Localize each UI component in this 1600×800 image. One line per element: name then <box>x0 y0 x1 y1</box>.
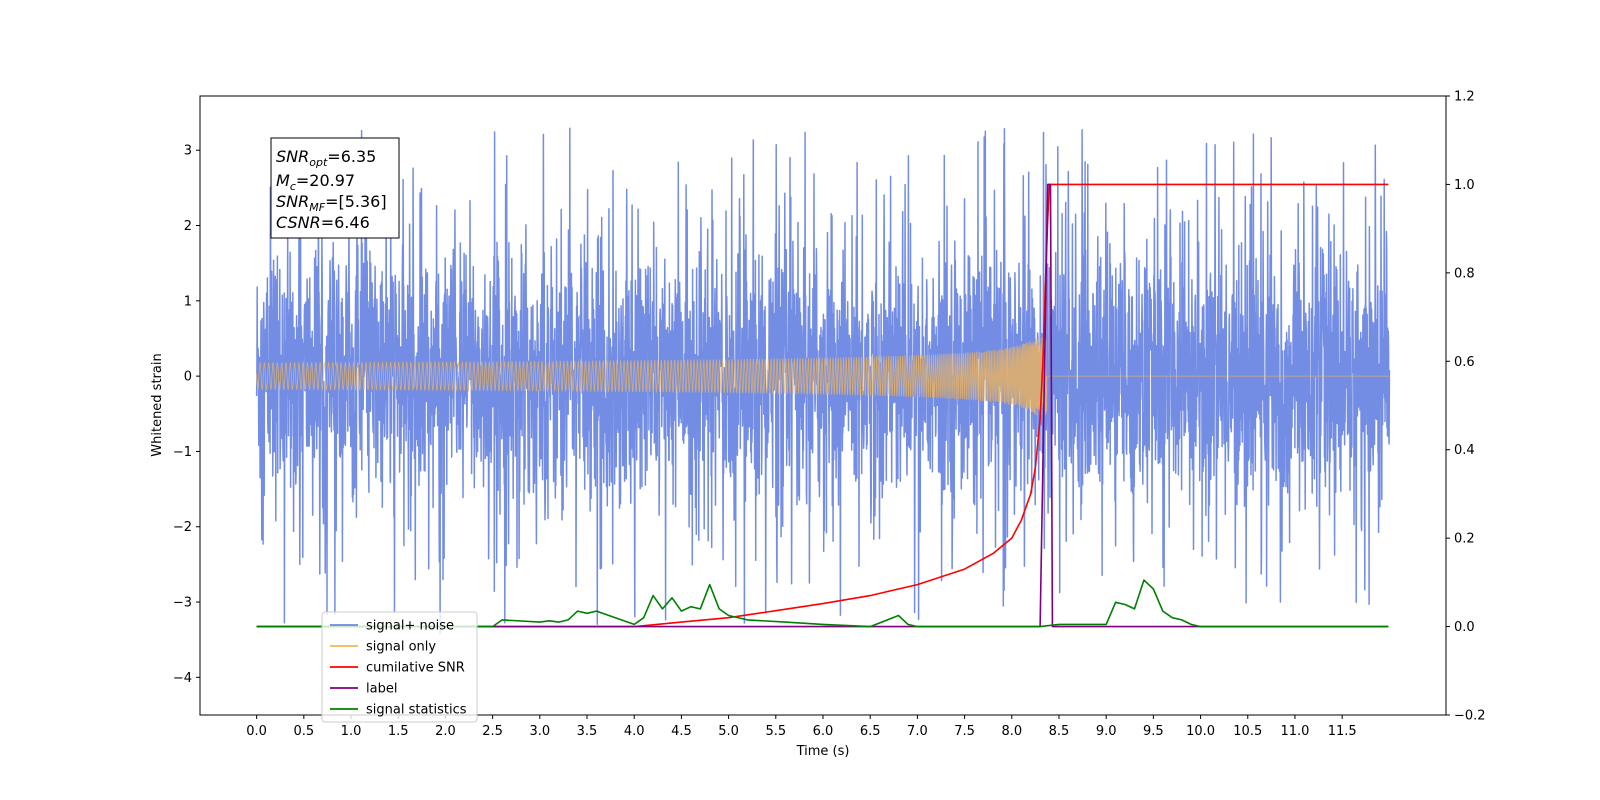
x-tick-label: 2.0 <box>435 724 456 739</box>
legend-entry: label <box>366 682 397 697</box>
y2-tick-label: 1.2 <box>1454 90 1475 105</box>
legend-entry: signal statistics <box>366 703 467 718</box>
x-tick-label: 5.0 <box>718 724 739 739</box>
x-tick-label: 10.0 <box>1186 724 1215 739</box>
x-axis-label: Time (s) <box>796 744 850 759</box>
y2-tick-label: 0.6 <box>1454 355 1475 370</box>
x-tick-label: 0.5 <box>293 724 314 739</box>
x-tick-label: 7.5 <box>954 724 975 739</box>
y-tick-label: −4 <box>173 671 192 686</box>
series-signal-only <box>256 336 1390 416</box>
x-tick-label: 6.5 <box>860 724 881 739</box>
y-axis-label: Whitened strain <box>150 353 165 456</box>
mc-line: Mc=20.97 <box>276 171 355 193</box>
snr-annotation-box: SNRopt=6.35 Mc=20.97 SNRMF=[5.36] CSNR=6… <box>270 137 400 239</box>
x-tick-label: 8.5 <box>1049 724 1070 739</box>
x-tick-label: 0.0 <box>246 724 267 739</box>
legend-entry: signal+ noise <box>366 619 454 634</box>
x-tick-label: 1.0 <box>341 724 362 739</box>
x-tick-label: 11.5 <box>1328 724 1357 739</box>
x-tick-label: 3.5 <box>577 724 598 739</box>
y-tick-label: 1 <box>184 294 192 309</box>
y-tick-label: −3 <box>173 596 192 611</box>
x-tick-label: 3.0 <box>529 724 550 739</box>
series-signal-noise <box>255 127 1391 635</box>
x-tick-label: 10.5 <box>1233 724 1262 739</box>
x-tick-label: 6.0 <box>813 724 834 739</box>
y2-tick-label: 0.8 <box>1454 266 1475 281</box>
y-tick-label: 3 <box>184 144 192 159</box>
series-signal-statistics <box>256 579 1389 628</box>
x-tick-label: 1.5 <box>388 724 409 739</box>
y-tick-label: −2 <box>173 520 192 535</box>
y-tick-label: 2 <box>184 219 192 234</box>
y2-axis: −0.2 0.0 0.2 0.4 0.6 0.8 1.0 1.2 <box>1446 90 1486 724</box>
y2-tick-label: 0.0 <box>1454 620 1475 635</box>
x-axis: 0.0 0.5 1.0 1.5 2.0 2.5 3.0 3.5 4.0 4.5 5.0 5.5 6.0 6… <box>246 715 1357 739</box>
x-tick-label: 4.5 <box>671 724 692 739</box>
x-tick-label: 2.5 <box>482 724 503 739</box>
snr-mf-line: SNRMF=[5.36] <box>276 192 387 214</box>
legend-entry: cumilative SNR <box>366 661 465 676</box>
y2-tick-label: 0.4 <box>1454 443 1475 458</box>
series-cumilative-snr <box>256 183 1389 628</box>
y-tick-label: −1 <box>173 445 192 460</box>
x-tick-label: 5.5 <box>765 724 786 739</box>
legend: signal+ noise signal only cumilative SNR la… <box>321 611 478 723</box>
x-tick-label: 7.0 <box>907 724 928 739</box>
x-tick-label: 9.0 <box>1096 724 1117 739</box>
snr-opt-line: SNRopt=6.35 <box>276 147 376 169</box>
x-tick-label: 9.5 <box>1143 724 1164 739</box>
y2-tick-label: 0.2 <box>1454 532 1475 547</box>
y2-tick-label: 1.0 <box>1454 178 1475 193</box>
x-tick-label: 8.0 <box>1001 724 1022 739</box>
legend-frame <box>321 611 478 723</box>
y-axis: −4 −3 −2 −1 0 1 2 3 <box>173 144 200 686</box>
y-tick-label: 0 <box>184 370 192 385</box>
x-tick-label: 11.0 <box>1280 724 1309 739</box>
legend-entry: signal only <box>366 640 436 655</box>
csnr-line: CSNR=6.46 <box>276 213 370 232</box>
x-tick-label: 4.0 <box>624 724 645 739</box>
y2-tick-label: −0.2 <box>1454 709 1486 724</box>
